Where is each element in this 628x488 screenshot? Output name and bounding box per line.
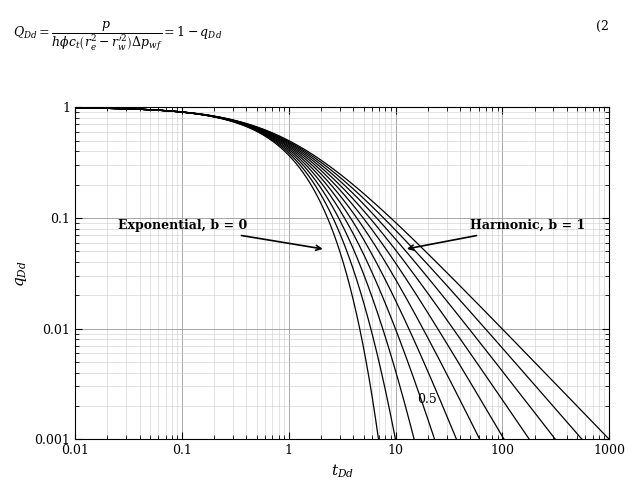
Y-axis label: $q_{Dd}$: $q_{Dd}$: [14, 260, 29, 286]
X-axis label: $t_{Dd}$: $t_{Dd}$: [331, 463, 354, 480]
Text: Harmonic, b = 1: Harmonic, b = 1: [409, 219, 585, 250]
Text: 0.5: 0.5: [418, 393, 437, 406]
Text: Exponential, b = 0: Exponential, b = 0: [118, 219, 321, 250]
Text: $Q_{Dd} = \dfrac{p}{h\phi c_t\left(r_e^2 - r_w^{\prime 2}\right)\Delta p_{wf}} =: $Q_{Dd} = \dfrac{p}{h\phi c_t\left(r_e^2…: [13, 20, 222, 53]
Text: (2: (2: [596, 20, 609, 33]
